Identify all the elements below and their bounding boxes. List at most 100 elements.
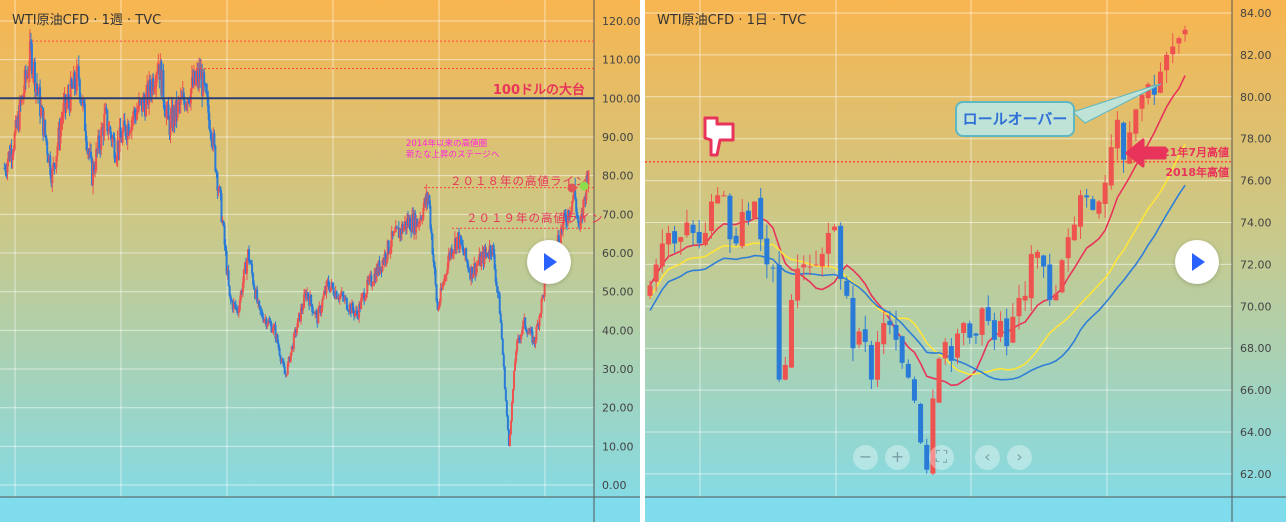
candle-body <box>574 186 577 200</box>
candle-body <box>572 195 575 202</box>
candle-body <box>408 217 411 226</box>
candle-body <box>520 334 523 340</box>
weekly-chart[interactable]: 120.00 110.00 100.00 90.00 80.00 70.00 60.00 50… <box>0 0 640 522</box>
candle-body <box>576 212 579 216</box>
candle-body <box>494 268 497 282</box>
zoom-out-button[interactable]: − <box>853 445 878 470</box>
candle-body <box>297 313 300 319</box>
candle-body <box>154 86 157 88</box>
candle-body <box>315 311 318 313</box>
candle-body <box>1028 253 1034 299</box>
candle-body <box>672 231 678 244</box>
candle-body <box>59 126 62 144</box>
candle-body <box>535 326 538 340</box>
candle-body <box>212 133 215 147</box>
candle-body <box>109 126 112 135</box>
candle-body <box>499 314 502 323</box>
candle-body <box>177 102 180 104</box>
candle-body <box>203 72 206 84</box>
candle-body <box>76 66 79 68</box>
candle-body <box>801 264 807 268</box>
scroll-left-button[interactable]: ‹ <box>975 445 1000 470</box>
candle-body <box>126 124 129 140</box>
candle-body <box>348 304 351 312</box>
candle-body <box>190 76 193 89</box>
candle-body <box>22 92 25 98</box>
candle-body <box>156 71 159 75</box>
candle-body <box>481 251 484 256</box>
candle-body <box>148 79 151 105</box>
candle-body <box>887 320 893 326</box>
candle-body <box>379 266 382 273</box>
candle-body <box>259 305 262 311</box>
candle-body <box>684 222 690 236</box>
candle-body <box>525 328 528 332</box>
candle-body <box>107 131 110 133</box>
candle-body <box>271 330 274 333</box>
candle-body <box>102 127 105 136</box>
candle-body <box>370 275 373 286</box>
candle-body <box>206 92 209 97</box>
candle-body <box>45 135 48 142</box>
candle-body <box>196 70 199 78</box>
candle-body <box>161 70 164 96</box>
candle-body <box>752 201 758 219</box>
candle-body <box>260 310 263 312</box>
candle-body <box>99 148 102 150</box>
candle-body <box>515 351 518 362</box>
candle-body <box>255 289 258 299</box>
candle-body <box>334 291 337 299</box>
candle-body <box>226 270 229 274</box>
daily-chart-panel[interactable]: 84.00 82.00 80.00 78.00 76.00 74.00 72.00 70.00… <box>645 0 1286 522</box>
candle-body <box>838 225 844 280</box>
candle-body <box>279 355 282 362</box>
candle-body <box>17 114 20 130</box>
weekly-chart-panel[interactable]: 120.00 110.00 100.00 90.00 80.00 70.00 60.00 50… <box>0 0 640 522</box>
candle-body <box>325 281 328 294</box>
candle-body <box>96 149 99 151</box>
candle-body <box>70 79 73 87</box>
candle-body <box>287 356 290 364</box>
y-tick-label: 84.00 <box>1240 7 1272 20</box>
candle-body <box>288 356 291 362</box>
candle-body <box>222 221 225 226</box>
y-tick-label: 90.00 <box>602 131 634 144</box>
candle-body <box>224 244 227 251</box>
y-tick-label: 10.00 <box>602 440 634 453</box>
zoom-in-button[interactable]: + <box>885 445 910 470</box>
daily-chart[interactable]: 84.00 82.00 80.00 78.00 76.00 74.00 72.00 70.00… <box>645 0 1286 522</box>
candle-body <box>42 107 45 136</box>
candle-body <box>23 70 26 93</box>
candle-body <box>881 323 887 345</box>
moving-average-line <box>649 75 1186 387</box>
candle-body <box>15 120 18 127</box>
play-button[interactable] <box>527 240 571 284</box>
candle-body <box>819 253 825 267</box>
candle-body <box>460 235 463 244</box>
y-tick-label: 76.00 <box>1240 175 1272 188</box>
candle-body <box>416 218 419 227</box>
candle-body <box>479 254 482 267</box>
candle-body <box>795 268 801 301</box>
candle-body <box>253 284 256 290</box>
candle-body <box>678 237 684 242</box>
candle-body <box>844 280 850 296</box>
scroll-right-button[interactable]: › <box>1007 445 1032 470</box>
candle-body <box>381 260 384 272</box>
candle-body <box>168 119 171 135</box>
candle-body <box>442 282 445 285</box>
candle-body <box>31 73 34 75</box>
candle-body <box>587 170 590 186</box>
candle-body <box>1022 295 1028 301</box>
candle-body <box>394 226 397 232</box>
play-button[interactable] <box>1175 240 1219 284</box>
candle-body <box>183 100 186 109</box>
candle-body <box>454 238 457 250</box>
candle-body <box>292 333 295 349</box>
fullscreen-button[interactable]: ⛶ <box>929 445 954 470</box>
candle-body <box>659 243 665 267</box>
candle-body <box>100 127 103 150</box>
candle-body <box>82 100 85 104</box>
candle-body <box>87 150 90 155</box>
candle-body <box>530 329 533 331</box>
